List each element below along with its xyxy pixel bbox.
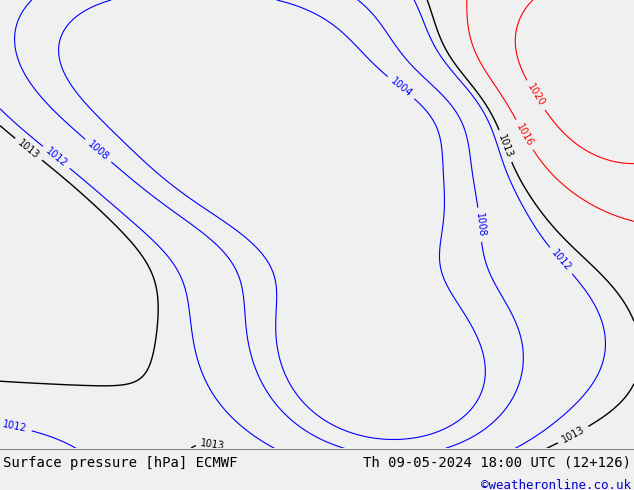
- Text: 1012: 1012: [44, 146, 69, 169]
- Text: 1012: 1012: [2, 419, 28, 434]
- Text: 1013: 1013: [560, 425, 586, 445]
- Text: 1008: 1008: [86, 139, 111, 162]
- Text: 1020: 1020: [525, 82, 546, 108]
- Text: 1013: 1013: [16, 138, 41, 161]
- Text: 1012: 1012: [549, 248, 573, 273]
- Text: 1016: 1016: [514, 122, 534, 148]
- Text: Th 09-05-2024 18:00 UTC (12+126): Th 09-05-2024 18:00 UTC (12+126): [363, 456, 631, 470]
- Text: 1013: 1013: [200, 439, 226, 452]
- Text: 1013: 1013: [496, 133, 514, 159]
- Text: 1004: 1004: [389, 76, 414, 99]
- Text: ©weatheronline.co.uk: ©weatheronline.co.uk: [481, 479, 631, 490]
- Text: Surface pressure [hPa] ECMWF: Surface pressure [hPa] ECMWF: [3, 456, 238, 470]
- Text: 1008: 1008: [474, 212, 486, 238]
